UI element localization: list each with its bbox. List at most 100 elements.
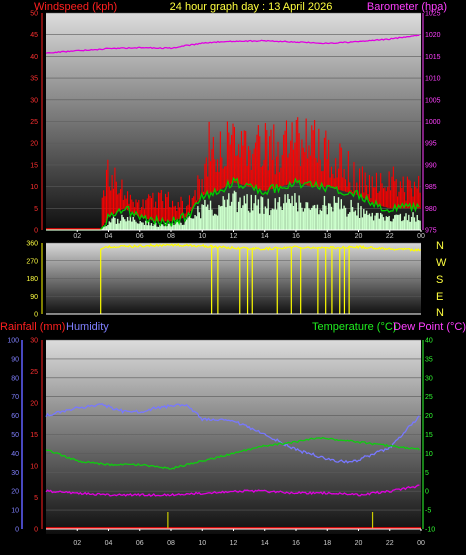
climate-x-tick-label: 06 [136, 540, 144, 547]
barometer-tick-label: 990 [425, 162, 437, 169]
humidity-axis-title: Humidity [66, 321, 109, 333]
wind-x-tick-label: 20 [355, 233, 363, 240]
dewpoint-line [45, 484, 420, 497]
wind-tick-label: 15 [30, 162, 38, 169]
temperature-tick-label: 25 [425, 394, 433, 401]
climate-x-tick-label: 00 [417, 540, 425, 547]
wind-x-tick-label: 10 [198, 233, 206, 240]
wind-x-tick-label: 04 [105, 233, 113, 240]
graph-title: 24 hour graph day : 13 April 2026 [170, 1, 333, 13]
temperature-tick-label: 40 [425, 338, 433, 345]
climate-x-tick-label: 16 [292, 540, 300, 547]
wind-x-tick-label: 18 [323, 233, 331, 240]
climate-x-tick-label: 10 [198, 540, 206, 547]
wind-x-tick-label: 16 [292, 233, 300, 240]
direction-tick-label: 0 [34, 312, 38, 319]
wind-tick-label: 45 [30, 32, 38, 39]
wind-x-tick-label: 08 [167, 233, 175, 240]
direction-tick-label: 270 [26, 258, 38, 265]
wind-tick-label: 20 [30, 141, 38, 148]
humidity-tick-label: 50 [11, 432, 19, 439]
temperature-tick-label: 10 [425, 451, 433, 458]
temperature-tick-label: 5 [425, 470, 429, 477]
climate-x-tick-label: 08 [167, 540, 175, 547]
wind-tick-label: 25 [30, 119, 38, 126]
climate-x-tick-label: 14 [261, 540, 269, 547]
barometer-tick-label: 975 [425, 228, 437, 235]
direction-tick-label: 360 [26, 241, 38, 248]
climate-x-tick-label: 20 [355, 540, 363, 547]
wind-tick-label: 10 [30, 184, 38, 191]
wind-tick-label: 5 [34, 206, 38, 213]
barometer-tick-label: 980 [425, 206, 437, 213]
direction-tick-label: 180 [26, 276, 38, 283]
compass-west: W [436, 257, 447, 269]
rainfall-tick-label: 20 [30, 401, 38, 408]
compass-east: E [436, 291, 443, 303]
temperature-line [45, 436, 420, 470]
humidity-tick-label: 90 [11, 356, 19, 363]
temperature-tick-label: -5 [425, 508, 431, 515]
compass-north-top: N [436, 240, 444, 252]
humidity-tick-label: 70 [11, 394, 19, 401]
barometer-tick-label: 985 [425, 184, 437, 191]
barometer-tick-label: 1010 [425, 76, 441, 83]
humidity-tick-label: 10 [11, 508, 19, 515]
humidity-tick-label: 40 [11, 451, 19, 458]
wind-tick-label: 50 [30, 11, 38, 18]
humidity-tick-label: 30 [11, 470, 19, 477]
direction-tick-label: 90 [30, 294, 38, 301]
wind-tick-label: 35 [30, 76, 38, 83]
temperature-tick-label: 30 [425, 375, 433, 382]
wind-x-tick-label: 00 [417, 233, 425, 240]
temperature-tick-label: 0 [425, 489, 429, 496]
wind-axis-title: Windspeed (kph) [34, 1, 117, 13]
temperature-tick-label: 15 [425, 432, 433, 439]
wind-x-tick-label: 06 [136, 233, 144, 240]
climate-x-tick-label: 04 [105, 540, 113, 547]
wind-tick-label: 40 [30, 54, 38, 61]
climate-plot-area [46, 340, 421, 534]
rainfall-axis-title: Rainfall (mm) [0, 321, 65, 333]
wind-x-tick-label: 02 [73, 233, 81, 240]
temperature-tick-label: 20 [425, 413, 433, 420]
wind-x-tick-label: 12 [230, 233, 238, 240]
wind-tick-label: 30 [30, 97, 38, 104]
humidity-tick-label: 60 [11, 413, 19, 420]
temperature-axis-title: Temperature (°C) [312, 321, 396, 333]
humidity-tick-label: 20 [11, 489, 19, 496]
wind-tick-label: 0 [34, 228, 38, 235]
humidity-tick-label: 100 [7, 338, 19, 345]
wind-x-tick-label: 22 [386, 233, 394, 240]
wind-x-tick-label: 14 [261, 233, 269, 240]
humidity-line [45, 403, 420, 464]
climate-x-tick-label: 12 [230, 540, 238, 547]
rainfall-tick-label: 5 [34, 495, 38, 502]
rainfall-tick-label: 10 [30, 464, 38, 471]
wind-average-line [46, 176, 420, 231]
compass-south: S [436, 274, 443, 286]
compass-north-bottom: N [436, 307, 444, 319]
climate-x-tick-label: 02 [73, 540, 81, 547]
barometer-tick-label: 1005 [425, 97, 441, 104]
direction-line [100, 242, 422, 252]
dewpoint-axis-title: Dew Point (°C) [393, 321, 466, 333]
temperature-tick-label: -10 [425, 527, 435, 534]
barometer-tick-label: 1000 [425, 119, 441, 126]
rainfall-tick-label: 15 [30, 432, 38, 439]
barometer-tick-label: 995 [425, 141, 437, 148]
humidity-tick-label: 80 [11, 375, 19, 382]
rainfall-tick-label: 0 [34, 527, 38, 534]
barometer-tick-label: 1025 [425, 11, 441, 18]
rainfall-tick-label: 25 [30, 369, 38, 376]
humidity-tick-label: 0 [15, 527, 19, 534]
climate-x-tick-label: 22 [386, 540, 394, 547]
temperature-tick-label: 35 [425, 356, 433, 363]
barometer-line [45, 34, 420, 54]
climate-x-tick-label: 18 [323, 540, 331, 547]
barometer-tick-label: 1015 [425, 54, 441, 61]
barometer-tick-label: 1020 [425, 32, 441, 39]
rainfall-tick-label: 30 [30, 338, 38, 345]
barometer-axis-title: Barometer (hpa) [367, 1, 447, 13]
